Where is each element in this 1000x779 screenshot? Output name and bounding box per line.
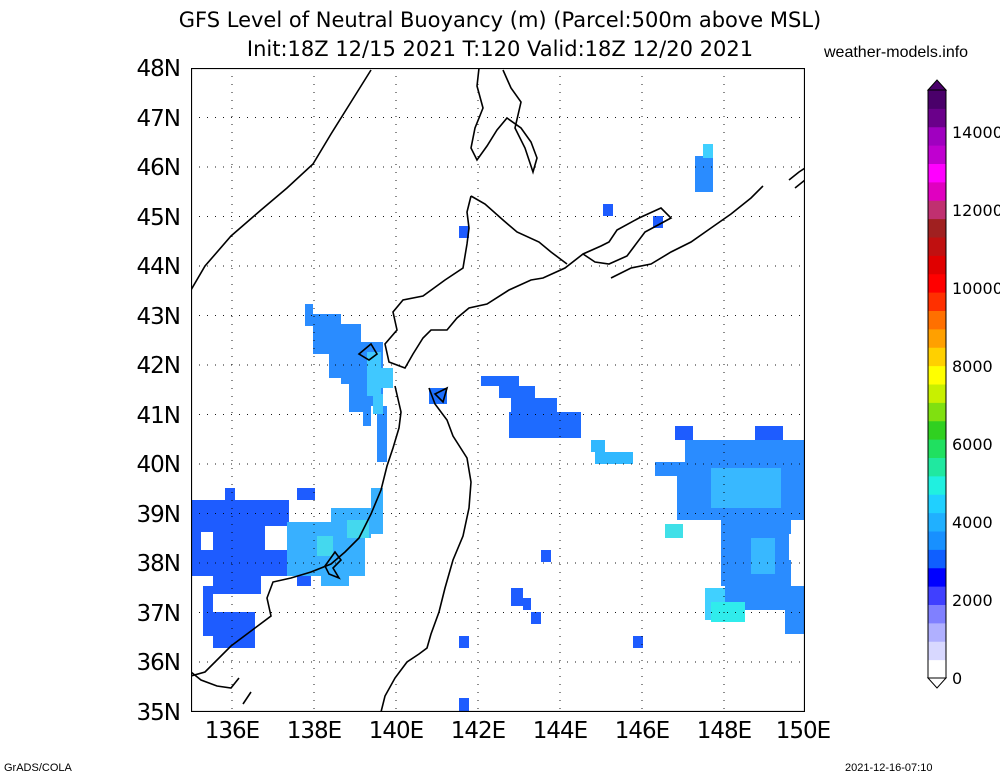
colorbar-band	[928, 310, 946, 330]
gridlines	[191, 68, 805, 712]
colorbar-bands	[927, 89, 947, 679]
lat-tick: 43N	[136, 304, 181, 330]
lat-tick: 39N	[136, 502, 181, 528]
site-credit: weather-models.info	[824, 44, 969, 61]
colorbar-band	[928, 659, 946, 679]
colorbar-band	[928, 586, 946, 605]
map-border	[191, 68, 805, 712]
colorbar-band	[928, 347, 946, 367]
lon-tick: 150E	[775, 718, 831, 744]
colorbar-band	[928, 567, 946, 587]
colorbar-label: 14000	[952, 123, 1000, 142]
lat-tick: 45N	[136, 205, 181, 231]
lat-tick: 35N	[136, 700, 181, 726]
colorbar-band	[928, 108, 946, 128]
lat-tick: 46N	[136, 155, 181, 181]
lat-tick: 38N	[136, 551, 181, 577]
footer-timestamp: 2021-12-16-07:10	[845, 762, 933, 774]
lon-tick: 140E	[368, 718, 424, 744]
colorbar-label: 2000	[952, 591, 993, 610]
colorbar-band	[928, 218, 946, 238]
colorbar-band	[928, 457, 946, 477]
lat-tick: 40N	[136, 452, 181, 478]
colorbar-band	[928, 622, 946, 642]
lon-tick: 136E	[204, 718, 260, 744]
colorbar-band	[928, 604, 946, 624]
lat-tick: 42N	[136, 353, 181, 379]
colorbar-band	[928, 420, 946, 440]
colorbar-band	[928, 531, 946, 550]
colorbar-label: 8000	[952, 357, 993, 376]
footer-software: GrADS/COLA	[4, 762, 72, 774]
lat-tick: 48N	[136, 56, 181, 82]
colorbar-band	[928, 200, 946, 220]
colorbar-band	[928, 90, 946, 109]
colorbar-band	[928, 475, 946, 495]
colorbar-band	[928, 163, 946, 183]
colorbar-band	[928, 494, 946, 514]
coastlines	[191, 68, 805, 712]
colorbar-band	[928, 549, 946, 569]
colorbar-band	[928, 292, 946, 311]
colorbar-label: 12000	[952, 201, 1000, 220]
lat-tick: 44N	[136, 254, 181, 280]
colorbar-low-arrow	[926, 677, 948, 689]
lon-tick: 148E	[696, 718, 752, 744]
lon-tick: 138E	[286, 718, 342, 744]
colorbar-band	[928, 328, 946, 348]
colorbar-band	[928, 439, 946, 458]
lon-tick: 142E	[450, 718, 506, 744]
colorbar-high-arrow	[926, 79, 948, 91]
lon-tick: 144E	[532, 718, 588, 744]
colorbar-band	[928, 641, 946, 661]
colorbar-band	[928, 181, 946, 201]
colorbar-label: 0	[952, 669, 963, 688]
colorbar-band	[928, 237, 946, 256]
lat-tick: 37N	[136, 601, 181, 627]
lat-tick: 36N	[136, 650, 181, 676]
colorbar-band	[928, 365, 946, 385]
colorbar-band	[928, 384, 946, 403]
lat-tick: 41N	[136, 403, 181, 429]
colorbar-band	[928, 126, 946, 146]
colorbar-band	[928, 255, 946, 275]
colorbar-band	[928, 273, 946, 293]
map-panel	[191, 68, 805, 712]
colorbar-band	[928, 512, 946, 532]
lnb-field	[191, 144, 805, 712]
colorbar-label: 4000	[952, 513, 993, 532]
colorbar-label: 6000	[952, 435, 993, 454]
colorbar-band	[928, 145, 946, 164]
chart-title: GFS Level of Neutral Buoyancy (m) (Parce…	[178, 8, 822, 32]
lon-tick: 146E	[614, 718, 670, 744]
chart-subtitle: Init:18Z 12/15 2021 T:120 Valid:18Z 12/2…	[246, 37, 754, 61]
colorbar	[926, 79, 948, 689]
lat-tick: 47N	[136, 106, 181, 132]
colorbar-label: 10000	[952, 279, 1000, 298]
colorbar-band	[928, 402, 946, 422]
